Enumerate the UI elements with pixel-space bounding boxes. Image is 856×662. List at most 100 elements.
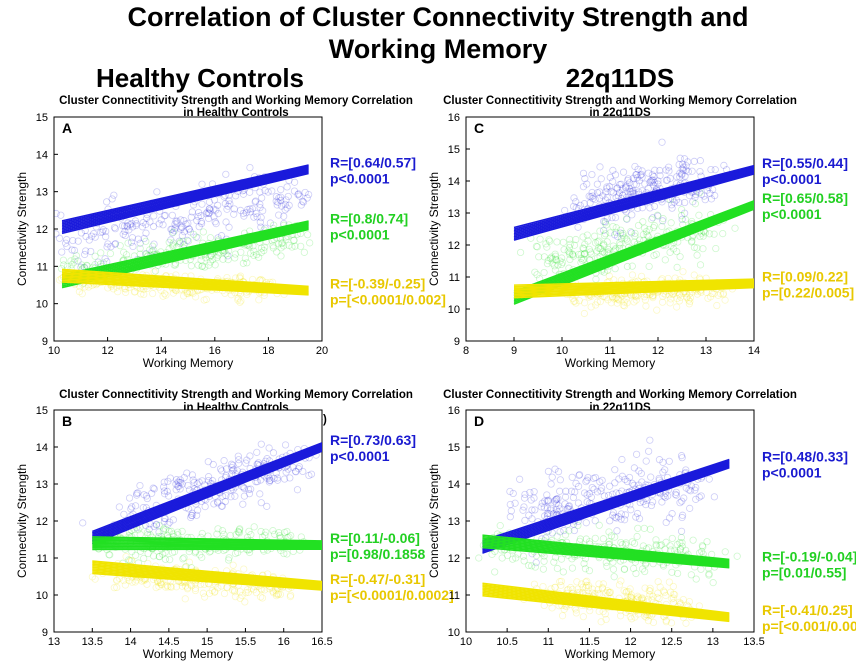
data-point [609,565,618,573]
data-point [621,516,629,524]
data-point [706,293,715,301]
data-point [200,296,208,304]
data-point [272,592,281,600]
data-point [102,227,110,235]
data-point [650,222,659,230]
data-point [618,472,626,480]
data-point [640,524,648,532]
data-point [627,593,635,601]
data-point [698,547,706,556]
data-point [273,201,281,209]
data-point [157,580,165,588]
data-point [641,296,649,304]
data-point [638,594,647,602]
data-point [580,250,588,258]
data-point [205,205,214,213]
data-point [649,292,657,301]
data-point [195,208,203,217]
data-point [225,197,233,205]
data-point [596,163,604,171]
data-point [681,172,689,180]
data-point [589,192,597,200]
data-point [581,489,589,497]
data-point [173,217,181,225]
data-point [662,166,670,174]
data-point [192,233,200,241]
data-point [159,550,167,558]
data-point [269,587,277,595]
data-point [143,214,151,222]
data-point [221,200,229,208]
data-point [647,501,656,510]
data-point [597,175,605,183]
data-point [54,209,60,218]
data-point [191,586,200,595]
data-point [193,480,201,488]
data-point [690,243,699,252]
data-point [123,222,131,230]
fit-line [61,168,309,228]
data-point [628,271,637,279]
data-point [706,189,714,198]
data-point [588,170,596,179]
data-point [558,258,567,267]
fit-line [92,539,322,544]
data-point [552,505,560,513]
data-point [696,168,704,176]
data-point [599,580,607,588]
data-point [579,169,588,177]
data-point [68,246,76,254]
data-point [605,588,613,597]
data-point [551,250,559,258]
data-point [277,196,285,205]
data-point [687,482,696,490]
data-point [284,465,292,473]
data-point [270,530,279,538]
data-point [608,214,616,222]
data-point [597,487,605,495]
data-point [652,540,660,549]
x-tick-label: 18 [262,345,274,357]
data-point [697,492,705,500]
data-point [54,230,60,238]
data-point [149,289,157,298]
data-point [229,461,237,469]
data-point [281,441,290,449]
data-point [666,248,674,256]
data-point [256,218,264,226]
data-point [148,247,156,255]
data-point [615,475,623,483]
data-point [280,212,288,220]
data-point [230,466,238,474]
data-point [283,183,291,191]
data-point [666,174,674,183]
fit-line [482,540,730,565]
data-point [654,177,662,185]
data-point [269,244,277,252]
data-point [165,238,173,246]
fit-lines-yellow [482,582,730,623]
data-point [544,467,553,475]
data-point [79,519,87,527]
fit-lines-blue [91,442,322,545]
x-tick-label: 13 [707,636,719,648]
data-point [692,483,700,492]
data-point [110,223,119,232]
data-point [583,491,591,499]
data-point [68,261,76,269]
data-point [626,187,634,195]
data-point [121,227,129,236]
data-point [583,581,591,589]
x-tick-label: 16 [209,345,221,357]
data-point [591,239,600,247]
data-point [213,530,221,538]
data-point [678,454,686,462]
data-point [591,195,599,203]
data-point [551,496,560,504]
data-point [167,236,175,244]
data-point [160,478,168,486]
data-point [566,248,574,256]
data-point [162,291,170,299]
data-point [641,224,649,232]
data-point [579,183,588,191]
